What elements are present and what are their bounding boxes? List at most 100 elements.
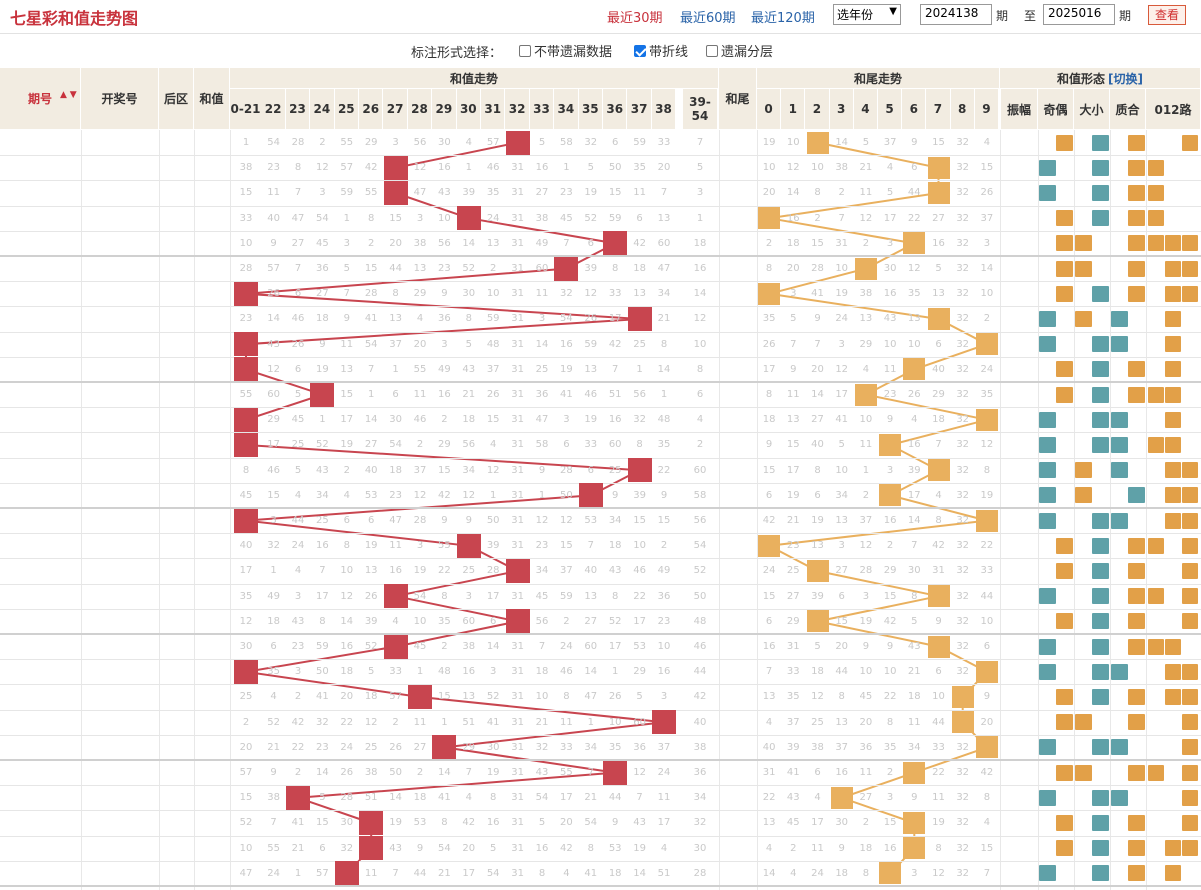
route-miss-cell <box>1165 180 1181 205</box>
checkbox-no-missing[interactable] <box>519 44 531 57</box>
checkbox-layered[interactable] <box>706 44 718 57</box>
query-button[interactable]: 查看 <box>1148 5 1186 25</box>
sum-miss-cell: 20 <box>340 691 354 703</box>
sum-miss-cell: 14 <box>316 767 329 778</box>
zone-cell <box>159 256 194 281</box>
tail-miss-cell: 20 <box>835 641 849 652</box>
parity-mark <box>1039 311 1056 327</box>
period-cell <box>0 508 81 533</box>
sum-miss-cell: 10 <box>239 842 253 854</box>
sum-hit-marker <box>505 559 530 583</box>
parity-mark <box>1039 462 1056 479</box>
sum-bin-header: 39-54 <box>683 89 718 130</box>
tail-miss-cell: 29 <box>932 389 945 400</box>
tail-miss-cell: 35 <box>786 691 800 703</box>
sum-miss-cell: 15 <box>316 817 329 829</box>
recent-60-link[interactable]: 最近60期 <box>680 11 736 26</box>
form-miss-cell <box>1075 407 1092 432</box>
zone-header: 后区 <box>159 68 194 130</box>
sum-miss-cell: 7 <box>368 363 375 375</box>
sum-miss-cell: 42 <box>693 691 707 703</box>
route-mark <box>1148 537 1164 554</box>
sum-miss-cell: 26 <box>389 741 402 753</box>
sum-miss-cell: 16 <box>535 842 549 854</box>
sort-updown-icon[interactable]: ▲ ▼ <box>60 90 77 100</box>
option-with-line[interactable]: 带折线 <box>634 41 688 60</box>
route-miss-cell <box>1148 357 1164 382</box>
period-cell <box>0 281 81 306</box>
amp-cell <box>1001 432 1038 457</box>
tail-cell <box>719 584 757 609</box>
route-mark <box>1165 386 1181 403</box>
sum-miss-cell: 58 <box>693 489 707 501</box>
period-header[interactable]: 期号 <box>0 68 81 130</box>
sum-cell <box>194 584 230 609</box>
size-header: 大小 <box>1074 89 1110 130</box>
option-layered[interactable]: 遗漏分层 <box>706 41 773 60</box>
option-no-missing[interactable]: 不带遗漏数据 <box>519 41 612 60</box>
form-miss-cell <box>1128 458 1145 483</box>
size-mark <box>1092 285 1109 302</box>
sum-bin-header: 37 <box>627 89 652 130</box>
sum-miss-cell: 46 <box>486 162 500 174</box>
prime-mark <box>1128 840 1145 857</box>
sum-miss-cell: 1 <box>538 489 546 501</box>
to-period-input[interactable]: 2025016 <box>1043 4 1115 25</box>
recent-120-link[interactable]: 最近120期 <box>751 11 815 26</box>
recent-30-link[interactable]: 最近30期 <box>607 11 663 26</box>
sum-miss-cell: 23 <box>267 162 280 174</box>
route-mark <box>1165 689 1181 705</box>
sum-miss-cell: 1 <box>696 212 704 224</box>
sum-miss-cell: 59 <box>340 187 354 199</box>
sum-miss-cell: 38 <box>693 741 707 753</box>
sum-miss-cell: 7 <box>636 792 643 804</box>
sum-hit-marker <box>408 685 432 709</box>
tail-miss-cell: 32 <box>956 817 970 829</box>
sum-miss-cell: 59 <box>608 212 622 224</box>
tail-miss-cell: 13 <box>859 313 873 325</box>
switch-link[interactable]: [切换] <box>1108 71 1143 86</box>
sum-cell <box>194 155 230 180</box>
column-divider <box>159 130 160 890</box>
tail-cell <box>719 382 757 407</box>
sum-miss-cell: 5 <box>490 842 497 854</box>
sum-miss-cell: 20 <box>413 338 427 350</box>
sum-miss-cell: 29 <box>413 288 427 300</box>
form-miss-cell <box>1111 281 1128 306</box>
sum-miss-cell: 18 <box>389 464 402 476</box>
sum-miss-cell: 49 <box>657 565 671 577</box>
from-period-input[interactable]: 2024138 <box>920 4 992 25</box>
sum-miss-cell: 11 <box>633 187 646 199</box>
sum-miss-cell: 9 <box>441 288 448 300</box>
row-separator <box>0 331 1201 333</box>
tail-miss-cell: 5 <box>790 313 797 325</box>
year-select[interactable]: 选年份 ▼ <box>833 4 901 25</box>
form-miss-cell <box>1039 760 1056 785</box>
sum-miss-cell: 25 <box>364 741 378 753</box>
sum-miss-cell: 8 <box>441 817 448 829</box>
sum-miss-cell: 16 <box>340 641 354 652</box>
tail-hit-marker <box>975 660 998 683</box>
sum-miss-cell: 54 <box>316 212 329 224</box>
sum-miss-cell: 18 <box>340 666 354 678</box>
sum-miss-cell: 53 <box>608 842 622 854</box>
sum-miss-cell: 13 <box>462 691 476 703</box>
parity-mark <box>1056 815 1073 831</box>
sum-miss-cell: 53 <box>633 641 646 652</box>
tail-miss-cell: 12 <box>835 363 849 375</box>
sum-cell <box>194 306 230 331</box>
prime-mark <box>1128 689 1145 705</box>
tail-miss-cell: 3 <box>790 288 797 300</box>
tail-miss-cell: 32 <box>956 867 970 879</box>
checkbox-with-line[interactable] <box>634 44 646 57</box>
sum-miss-cell: 46 <box>291 313 305 325</box>
sum-miss-cell: 55 <box>413 363 427 375</box>
sum-hit-marker <box>234 281 258 306</box>
route-mark <box>1182 840 1198 857</box>
column-divider <box>81 130 82 890</box>
sum-miss-cell: 3 <box>294 666 302 678</box>
numbers-cell <box>81 508 159 533</box>
sum-cell <box>194 206 230 231</box>
tail-miss-cell: 24 <box>811 867 824 879</box>
prime-mark <box>1128 714 1145 731</box>
